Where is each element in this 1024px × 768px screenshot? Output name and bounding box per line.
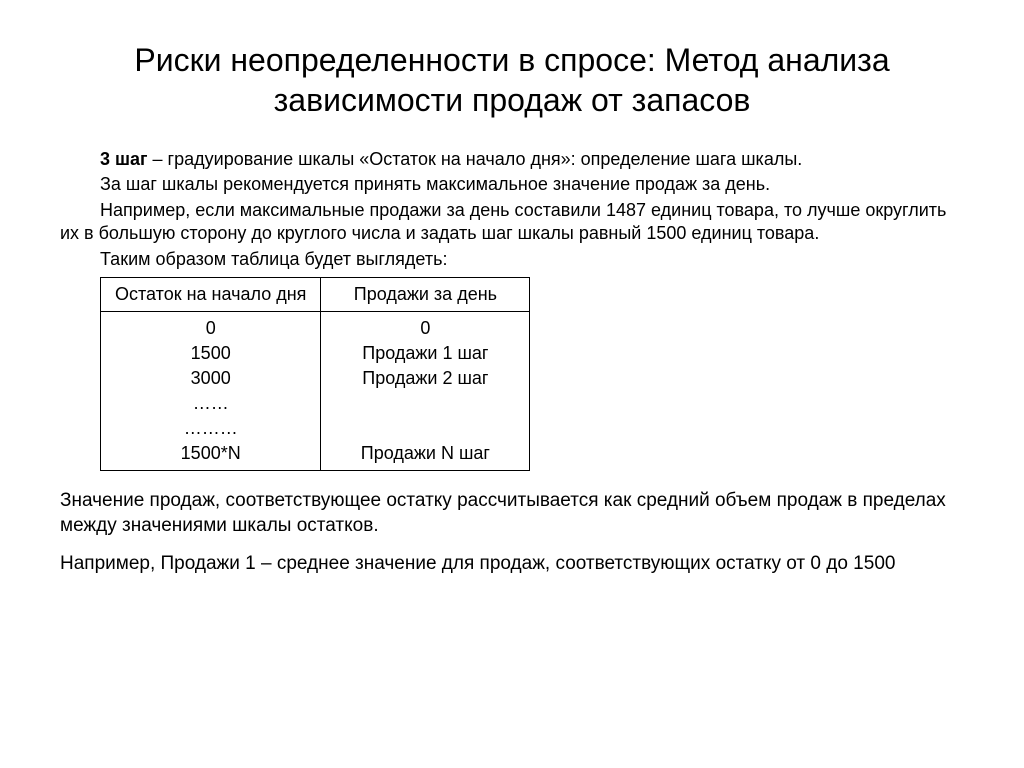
slide-title: Риски неопределенности в спросе: Метод а… bbox=[60, 40, 964, 120]
table-header-row: Остаток на начало дня Продажи за день bbox=[101, 277, 530, 311]
table-row: 1500 Продажи 1 шаг bbox=[101, 341, 530, 366]
data-table: Остаток на начало дня Продажи за день 0 … bbox=[100, 277, 530, 471]
footer-paragraph-2: Например, Продажи 1 – среднее значение д… bbox=[60, 552, 964, 577]
table-cell: Продажи N шаг bbox=[321, 441, 530, 471]
table-cell bbox=[321, 391, 530, 416]
paragraph-4: Таким образом таблица будет выглядеть: bbox=[60, 248, 964, 271]
table-row: 3000 Продажи 2 шаг bbox=[101, 366, 530, 391]
paragraph-3-text: Например, если максимальные продажи за д… bbox=[60, 199, 964, 246]
paragraph-2: За шаг шкалы рекомендуется принять макси… bbox=[60, 173, 964, 196]
table-row: …… bbox=[101, 391, 530, 416]
table-header-col1: Остаток на начало дня bbox=[101, 277, 321, 311]
table-cell: 3000 bbox=[101, 366, 321, 391]
table-row: 0 0 bbox=[101, 311, 530, 341]
table-cell: …… bbox=[101, 391, 321, 416]
table-row: 1500*N Продажи N шаг bbox=[101, 441, 530, 471]
table-cell bbox=[321, 416, 530, 441]
table-row: ……… bbox=[101, 416, 530, 441]
slide: Риски неопределенности в спросе: Метод а… bbox=[0, 0, 1024, 768]
table-cell: 0 bbox=[101, 311, 321, 341]
step-label: 3 шаг bbox=[100, 149, 148, 169]
table-cell: 1500*N bbox=[101, 441, 321, 471]
table-cell: 0 bbox=[321, 311, 530, 341]
table-cell: Продажи 1 шаг bbox=[321, 341, 530, 366]
table-cell: 1500 bbox=[101, 341, 321, 366]
footer-paragraph-1: Значение продаж, соответствующее остатку… bbox=[60, 489, 964, 538]
step-tail: – градуирование шкалы «Остаток на начало… bbox=[148, 149, 803, 169]
paragraph-step: 3 шаг – градуирование шкалы «Остаток на … bbox=[60, 148, 964, 171]
table-header-col2: Продажи за день bbox=[321, 277, 530, 311]
table-cell: ……… bbox=[101, 416, 321, 441]
paragraph-3: Например, если максимальные продажи за д… bbox=[60, 199, 964, 246]
table-cell: Продажи 2 шаг bbox=[321, 366, 530, 391]
